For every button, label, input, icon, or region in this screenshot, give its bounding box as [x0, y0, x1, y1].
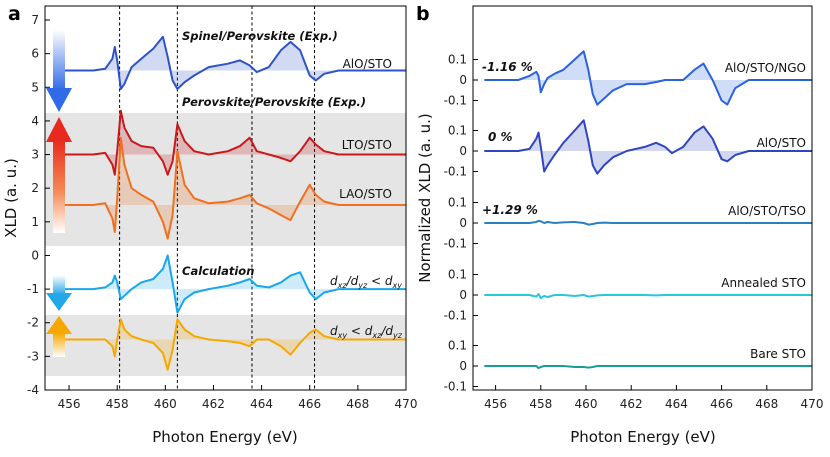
label-alo-sto-tso: AlO/STO/TSO [728, 204, 806, 218]
b-ytick-label: 0.1 [448, 196, 467, 210]
strain-sto: 0 % [488, 130, 513, 144]
b-ytick-label: 0.1 [448, 339, 467, 353]
series-line [57, 35, 406, 90]
a-xtick-label: 462 [202, 397, 225, 411]
panel-b-frame [472, 5, 813, 391]
b-xtick-label: 458 [529, 397, 552, 411]
a-ytick-label: 2 [31, 181, 39, 195]
b-ytick-label: 0 [459, 359, 467, 373]
series-line [484, 119, 812, 175]
panel-b: 456 458 460 462 464 466 468 470 -0.1 0 0.1 -0.1 0 0.1… [416, 5, 824, 446]
a-ytick-label: -4 [27, 383, 39, 397]
label-annealed-sto: Annealed STO [721, 276, 806, 290]
series-line [57, 254, 406, 314]
series-line [57, 109, 406, 176]
panel-b-xlabel: Photon Energy (eV) [570, 428, 716, 446]
b-ytick-label: -0.1 [444, 380, 467, 394]
label-lao-sto: LAO/STO [339, 187, 392, 201]
b-ytick-label: -0.1 [444, 309, 467, 323]
b-xtick-label: 464 [665, 397, 688, 411]
series-fill [484, 51, 812, 105]
label-calc-1: dxz/dyz < dxy [330, 274, 402, 290]
arrow-blue-down [46, 30, 72, 112]
a-ytick-label: 0 [31, 248, 39, 262]
panel-a-xlabel: Photon Energy (eV) [152, 428, 298, 446]
label-lto-sto: LTO/STO [342, 138, 392, 152]
b-ytick-label: 0 [459, 73, 467, 87]
label-bare-sto: Bare STO [750, 347, 806, 361]
a-xtick-label: 470 [395, 397, 418, 411]
b-ytick-label: 0 [459, 144, 467, 158]
a-xtick-label: 460 [154, 397, 177, 411]
band-calculation [45, 315, 406, 376]
panel-b-curves [484, 50, 812, 370]
series-fill [57, 137, 406, 239]
panel-a-letter: a [8, 3, 21, 25]
series-line [484, 50, 812, 106]
a-ytick-label: -2 [27, 316, 39, 330]
band-perovskite [45, 113, 406, 246]
b-ytick-label: -0.1 [444, 94, 467, 108]
a-xtick-label: 458 [106, 397, 129, 411]
panel-b-letter: b [416, 3, 430, 25]
a-xtick-label: 466 [298, 397, 321, 411]
series-fill [57, 110, 406, 175]
arrow-orange-up [46, 316, 72, 357]
a-ytick-label: -3 [27, 349, 39, 363]
a-xtick-label: 468 [346, 397, 369, 411]
b-ytick-label: -0.1 [444, 237, 467, 251]
a-ytick-label: 1 [31, 215, 39, 229]
arrow-cyan-down [46, 275, 72, 311]
b-xtick-label: 466 [710, 397, 733, 411]
strain-ngo: -1.16 % [482, 60, 533, 74]
series-line [484, 293, 812, 300]
panel-a-ylabel: XLD (a. u.) [2, 158, 20, 238]
series-line [484, 219, 812, 226]
b-xtick-label: 460 [575, 397, 598, 411]
panel-b-ylabel: Normalized XLD (a. u.) [416, 113, 434, 283]
panel-a-frame [44, 5, 407, 391]
a-ytick-label: -1 [27, 282, 39, 296]
panel-a-curves [57, 35, 406, 371]
b-ytick-label: 0.1 [448, 53, 467, 67]
b-xtick-label: 468 [755, 397, 778, 411]
a-ytick-label: 5 [31, 80, 39, 94]
panel-a: 456 458 460 462 464 466 468 470-4-3-2-101234567… [2, 5, 417, 446]
series-line [57, 318, 406, 371]
b-ytick-label: 0.1 [448, 268, 467, 282]
label-alo-sto-ngo: AlO/STO/NGO [725, 61, 806, 75]
a-ytick-label: 4 [31, 114, 39, 128]
label-alo-sto: AlO/STO [343, 57, 392, 71]
b-xtick-label: 470 [801, 397, 824, 411]
arrow-red-up [46, 117, 72, 233]
b-xtick-label: 462 [620, 397, 643, 411]
b-ytick-label: -0.1 [444, 165, 467, 179]
a-ytick-label: 6 [31, 47, 39, 61]
series-line [484, 365, 812, 370]
series-fill [484, 120, 812, 174]
annotation-perovskite: Perovskite/Perovskite (Exp.) [182, 95, 366, 109]
annotation-calculation: Calculation [182, 264, 254, 278]
a-ytick-label: 7 [31, 13, 39, 27]
panel-b-ticks: 456 458 460 462 464 466 468 470 -0.1 0 0.1 -0.1 0 0.1… [444, 53, 824, 412]
strain-tso: +1.29 % [482, 203, 538, 217]
series-line [57, 136, 406, 240]
b-ytick-label: 0 [459, 216, 467, 230]
annotation-spinel: Spinel/Perovskite (Exp.) [182, 29, 338, 43]
b-ytick-label: 0 [459, 288, 467, 302]
label-calc-2: dxy < dxz/dyz [330, 324, 403, 340]
b-ytick-label: 0.1 [448, 124, 467, 138]
a-ytick-label: 3 [31, 148, 39, 162]
a-xtick-label: 464 [250, 397, 273, 411]
label-alo-sto-b: AlO/STO [757, 136, 806, 150]
a-xtick-label: 456 [58, 397, 81, 411]
b-xtick-label: 456 [484, 397, 507, 411]
